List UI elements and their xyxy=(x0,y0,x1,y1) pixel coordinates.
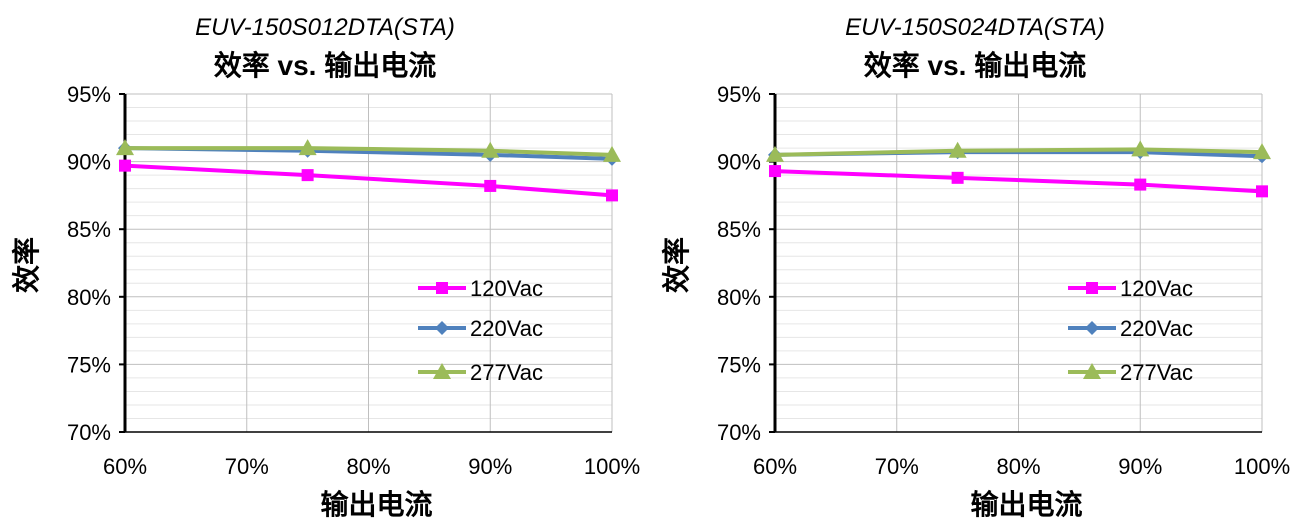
legend-swatch-marker xyxy=(435,321,449,335)
data-point-120Vac xyxy=(1134,178,1147,191)
legend-swatch-marker xyxy=(1085,321,1099,335)
data-point-120Vac xyxy=(484,179,497,192)
y-tick-label: 80% xyxy=(67,285,111,310)
x-tick-label: 70% xyxy=(875,454,919,479)
chart-panel-2: EUV-150S024DTA(STA) 效率 vs. 输出电流 95% 90% 85… xyxy=(650,0,1300,522)
legend-label: 220Vac xyxy=(470,316,543,341)
legend-swatch-marker xyxy=(1083,363,1101,379)
line-chart: 95% 90% 85% 80% 75% 70% 60% 70% 80% 90% 100% 输出电流 效率… xyxy=(10,82,640,520)
chart-title: 效率 vs. 输出电流 xyxy=(863,50,1087,81)
x-tick-label: 100% xyxy=(1234,454,1290,479)
legend-swatch-marker xyxy=(433,363,451,379)
y-tick-label: 70% xyxy=(717,420,761,445)
data-point-120Vac xyxy=(1256,185,1268,198)
data-point-277Vac xyxy=(481,141,500,158)
chart-panel-1: EUV-150S012DTA(STA) 效率 vs. 输出电流 95% 90% 85… xyxy=(10,14,640,520)
y-tick-label: 75% xyxy=(67,352,111,377)
data-point-120Vac xyxy=(951,171,964,184)
y-tick-label: 90% xyxy=(717,150,761,175)
data-point-277Vac xyxy=(298,139,317,156)
y-tick-label: 85% xyxy=(717,217,761,242)
data-point-277Vac xyxy=(948,141,967,158)
y-tick-label: 70% xyxy=(67,420,111,445)
x-tick-label: 100% xyxy=(584,454,640,479)
y-axis-title: 效率 xyxy=(660,237,692,293)
series-line-277Vac xyxy=(125,146,613,157)
series-line-120Vac xyxy=(774,169,1263,194)
data-point-120Vac xyxy=(119,159,131,172)
x-tick-label: 80% xyxy=(346,454,390,479)
legend-label: 120Vac xyxy=(1120,276,1193,301)
y-tick-label: 85% xyxy=(67,217,111,242)
y-tick-label: 95% xyxy=(717,82,761,107)
data-point-120Vac xyxy=(769,165,781,178)
y-tick-label: 80% xyxy=(717,285,761,310)
legend-swatch-marker xyxy=(1086,282,1098,294)
x-axis-title: 输出电流 xyxy=(970,488,1082,520)
x-tick-label: 60% xyxy=(103,454,147,479)
data-point-277Vac xyxy=(1131,140,1150,157)
data-point-120Vac xyxy=(606,189,618,202)
y-tick-label: 75% xyxy=(717,352,761,377)
data-point-277Vac xyxy=(603,145,621,162)
chart-title: 效率 vs. 输出电流 xyxy=(213,50,437,81)
x-axis-title: 输出电流 xyxy=(320,488,432,520)
x-tick-label: 90% xyxy=(1118,454,1162,479)
x-tick-label: 80% xyxy=(996,454,1040,479)
series-line-120Vac xyxy=(124,163,613,198)
series-line-277Vac xyxy=(774,147,1263,157)
y-tick-label: 90% xyxy=(67,150,111,175)
legend-label: 277Vac xyxy=(470,360,543,385)
data-point-277Vac xyxy=(1253,143,1271,160)
x-tick-label: 60% xyxy=(753,454,797,479)
data-point-120Vac xyxy=(301,169,314,182)
chart-subtitle: EUV-150S012DTA(STA) xyxy=(195,14,455,41)
legend-label: 220Vac xyxy=(1120,316,1193,341)
x-tick-label: 70% xyxy=(225,454,269,479)
x-tick-label: 90% xyxy=(468,454,512,479)
chart-subtitle: EUV-150S024DTA(STA) xyxy=(845,14,1105,41)
y-axis-title: 效率 xyxy=(10,237,42,293)
legend-swatch-marker xyxy=(436,282,448,294)
line-chart: 95% 90% 85% 80% 75% 70% 60% 70% 80% 90% 100% 输出电流 效率… xyxy=(660,82,1290,520)
data-point-277Vac xyxy=(116,139,134,156)
data-point-277Vac xyxy=(766,145,784,162)
y-tick-label: 95% xyxy=(67,82,111,107)
legend-label: 120Vac xyxy=(470,276,543,301)
legend-label: 277Vac xyxy=(1120,360,1193,385)
